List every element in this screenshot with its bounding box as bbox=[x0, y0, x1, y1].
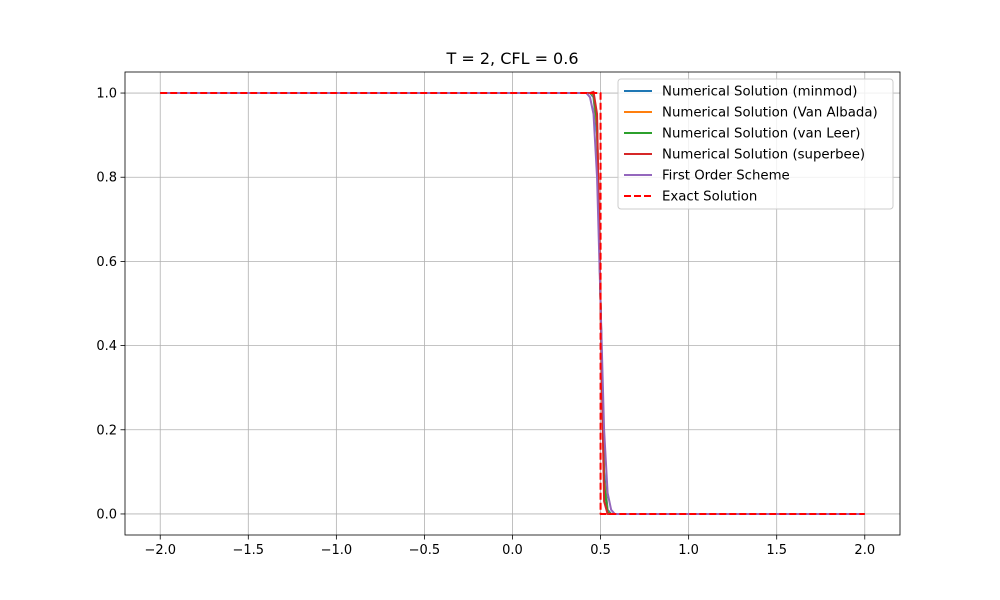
x-tick-label: 1.5 bbox=[766, 543, 787, 558]
y-tick-label: 0.8 bbox=[96, 171, 117, 186]
x-tick-label: 2.0 bbox=[854, 543, 875, 558]
y-axis-ticks: 0.0 0.2 0.4 0.6 0.8 1.0 bbox=[96, 87, 125, 522]
x-tick-label: −1.5 bbox=[233, 543, 265, 558]
legend-label-3: Numerical Solution (superbee) bbox=[662, 148, 865, 163]
x-tick-label: 0.0 bbox=[502, 543, 523, 558]
y-tick-label: 0.6 bbox=[96, 255, 117, 270]
x-tick-label: −0.5 bbox=[409, 543, 441, 558]
plot-frame bbox=[124, 71, 901, 536]
legend-box bbox=[617, 78, 894, 210]
y-tick-label: 0.0 bbox=[96, 507, 117, 522]
x-tick-label: −2.0 bbox=[144, 543, 176, 558]
series-line-5 bbox=[160, 92, 865, 515]
x-tick-label: −1.0 bbox=[321, 543, 353, 558]
legend-label-1: Numerical Solution (Van Albada) bbox=[662, 106, 878, 121]
legend-label-0: Numerical Solution (minmod) bbox=[662, 85, 857, 100]
legend-label-5: Exact Solution bbox=[662, 190, 757, 205]
legend-label-4: First Order Scheme bbox=[662, 169, 790, 184]
y-tick-label: 0.4 bbox=[96, 339, 117, 354]
x-tick-label: 1.0 bbox=[678, 543, 699, 558]
x-tick-label: 0.5 bbox=[590, 543, 611, 558]
y-tick-label: 0.2 bbox=[96, 423, 117, 438]
y-tick-label: 1.0 bbox=[96, 87, 117, 102]
x-axis-ticks: −2.0 −1.5 −1.0 −0.5 0.0 0.5 1.0 1.5 2.0 bbox=[144, 535, 875, 558]
legend-label-2: Numerical Solution (van Leer) bbox=[662, 127, 861, 142]
legend: Numerical Solution (minmod) Numerical Sol… bbox=[617, 78, 894, 210]
plot-lines bbox=[160, 90, 865, 515]
chart-title: T = 2, CFL = 0.6 bbox=[445, 49, 578, 68]
